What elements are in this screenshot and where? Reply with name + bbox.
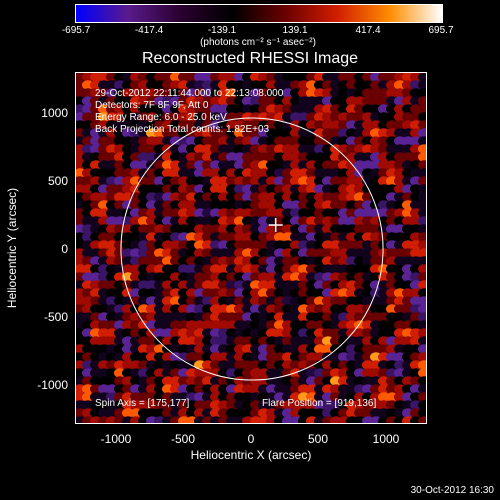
heatmap-blob	[418, 296, 426, 306]
heatmap-blob	[418, 200, 426, 210]
heatmap-blob	[418, 128, 426, 138]
x-axis-label: Heliocentric X (arcsec)	[190, 448, 312, 462]
colorbar-tick: -417.4	[134, 25, 164, 36]
plot-title: Reconstructed RHESSI Image	[141, 50, 359, 67]
flare-position-label: Flare Position = [919,136]	[262, 398, 377, 409]
heatmap-blob	[418, 408, 426, 418]
x-tick-label: -1000	[100, 432, 132, 446]
heatmap-blob	[418, 360, 426, 370]
heatmap-blob	[418, 224, 426, 234]
heatmap-blob	[418, 352, 426, 362]
heatmap-blob	[418, 288, 426, 298]
heatmap-blob	[418, 416, 426, 423]
y-tick-label: -1000	[37, 378, 68, 392]
colorbar-tick: -695.7	[61, 25, 91, 36]
heatmap-image	[76, 73, 426, 423]
heatmap-blob	[418, 216, 426, 226]
heatmap-blob	[418, 232, 426, 242]
x-tick-label: -500	[170, 432, 196, 446]
heatmap-blob	[418, 368, 426, 378]
heatmap-blob	[418, 376, 426, 386]
heatmap-blob	[418, 120, 426, 130]
x-tick-label: 500	[307, 432, 329, 446]
heatmap-blob	[418, 184, 426, 194]
y-tick-label: 500	[47, 174, 68, 188]
heatmap-blob	[418, 320, 426, 330]
heatmap-blob	[418, 80, 426, 90]
heatmap-blob	[418, 272, 426, 282]
heatmap-blob	[418, 152, 426, 162]
heatmap-blob	[418, 336, 426, 346]
y-tick-label: 1000	[41, 106, 68, 120]
heatmap-blob	[418, 176, 426, 186]
colorbar	[75, 4, 443, 23]
x-tick-label: 1000	[372, 432, 400, 446]
y-tick-label: 0	[61, 242, 68, 256]
colorbar-tick: -139.1	[207, 25, 237, 36]
y-tick-label: -500	[43, 310, 68, 324]
y-axis-label: Heliocentric Y (arcsec)	[5, 187, 19, 309]
detectors-label: Detectors: 7F 8F 9F, Att 0	[95, 100, 209, 111]
heatmap-blob	[418, 240, 426, 250]
heatmap-blob	[418, 144, 426, 154]
heatmap-blob	[418, 400, 426, 410]
spin-axis-label: Spin Axis = [175,177]	[95, 398, 190, 409]
heatmap-blob	[418, 88, 426, 98]
colorbar-unit: (photons cm⁻² s⁻¹ asec⁻²)	[200, 37, 316, 48]
heatmap-blob	[418, 168, 426, 178]
heatmap-blob	[418, 104, 426, 114]
heatmap-blob	[418, 344, 426, 354]
heatmap-blob	[418, 160, 426, 170]
heatmap-blob	[418, 192, 426, 202]
colorbar-tick: 139.1	[282, 25, 308, 36]
colorbar-tick: 417.4	[355, 25, 381, 36]
position-marker-icon	[268, 218, 283, 233]
heatmap-blob	[418, 96, 426, 106]
time-range-label: 29-Oct-2012 22:11:44.000 to 22:13:08.000	[95, 88, 284, 99]
colorbar-tick: 695.7	[428, 25, 454, 36]
heatmap-blob	[418, 304, 426, 314]
heatmap-blob	[418, 328, 426, 338]
method-label: Back Projection Total counts: 1.82E+03	[95, 124, 270, 135]
solar-limb-circle	[120, 117, 384, 381]
heatmap-blob	[418, 208, 426, 218]
heatmap-blob	[418, 312, 426, 322]
heatmap-blob	[418, 256, 426, 266]
heatmap-blob	[418, 112, 426, 122]
heatmap-blob	[418, 392, 426, 402]
heatmap-blob	[418, 73, 426, 82]
timestamp: 30-Oct-2012 16:30	[410, 485, 494, 496]
x-tick-label: 0	[247, 432, 255, 446]
energy-range-label: Energy Range: 6.0 - 25.0 keV	[95, 112, 227, 123]
heatmap-blob	[418, 248, 426, 258]
heatmap-blob	[418, 264, 426, 274]
heatmap-blob	[418, 136, 426, 146]
heatmap-blob	[418, 280, 426, 290]
image-plot	[75, 72, 427, 424]
heatmap-blob	[418, 384, 426, 394]
